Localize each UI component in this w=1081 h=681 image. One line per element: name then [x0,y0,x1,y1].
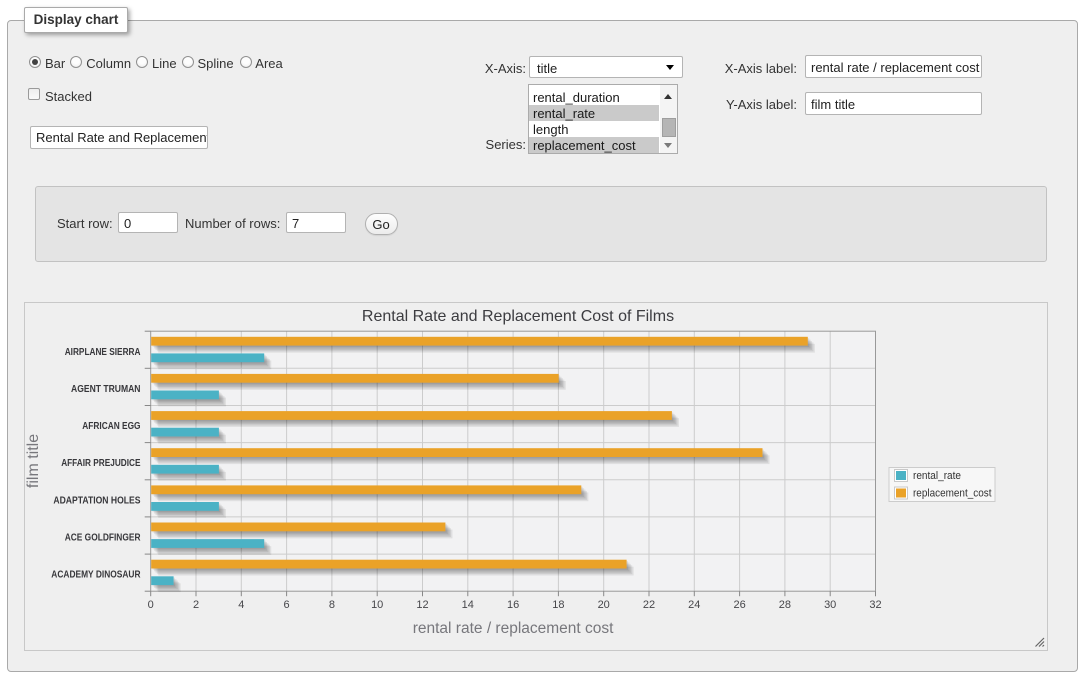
svg-text:ACE GOLDFINGER: ACE GOLDFINGER [65,533,141,544]
svg-text:24: 24 [688,599,700,611]
svg-text:AFRICAN EGG: AFRICAN EGG [82,421,140,432]
svg-text:26: 26 [733,599,745,611]
svg-text:4: 4 [238,599,244,611]
svg-text:AFFAIR PREJUDICE: AFFAIR PREJUDICE [61,458,141,469]
svg-text:28: 28 [779,599,791,611]
svg-text:rental_rate: rental_rate [913,470,961,482]
svg-text:18: 18 [552,599,564,611]
svg-text:0: 0 [148,599,154,611]
svg-text:20: 20 [598,599,610,611]
svg-text:ACADEMY DINOSAUR: ACADEMY DINOSAUR [51,570,141,581]
svg-text:22: 22 [643,599,655,611]
svg-text:replacement_cost: replacement_cost [913,488,992,500]
svg-text:Rental Rate and Replacement Co: Rental Rate and Replacement Cost of Film… [362,308,674,325]
svg-text:rental rate / replacement cost: rental rate / replacement cost [413,620,614,637]
svg-text:12: 12 [416,599,428,611]
svg-text:6: 6 [284,599,290,611]
svg-text:8: 8 [329,599,335,611]
svg-text:14: 14 [462,599,474,611]
svg-text:ADAPTATION HOLES: ADAPTATION HOLES [53,495,140,506]
svg-text:AIRPLANE SIERRA: AIRPLANE SIERRA [65,347,141,358]
svg-text:AGENT TRUMAN: AGENT TRUMAN [71,384,141,395]
svg-text:32: 32 [869,599,881,611]
svg-text:16: 16 [507,599,519,611]
svg-text:film title: film title [25,434,42,488]
svg-text:30: 30 [824,599,836,611]
svg-text:2: 2 [193,599,199,611]
svg-text:10: 10 [371,599,383,611]
